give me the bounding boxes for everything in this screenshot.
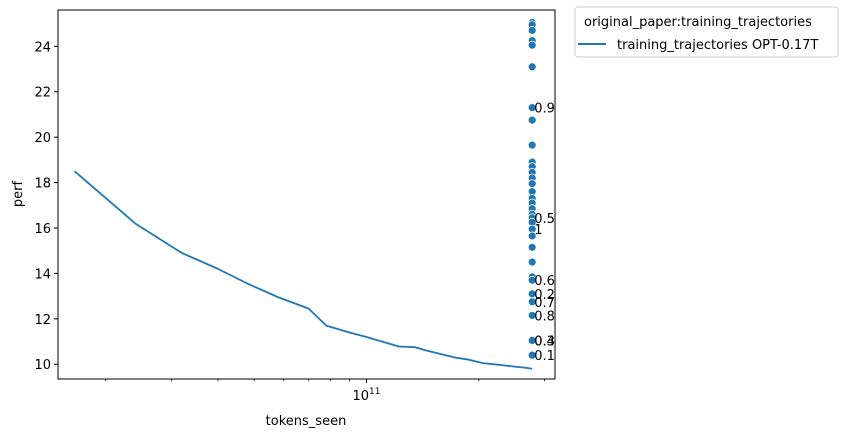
plot-area [58, 10, 555, 379]
annotation-0.5: 0.5 [534, 212, 555, 227]
scatter-point-7 [527, 115, 537, 125]
x-tick-label-exponent: 11 [369, 387, 380, 397]
x-tick-label-base: 10 [353, 389, 370, 404]
scatter-point-22 [527, 231, 537, 241]
series-line-0 [73, 170, 533, 370]
scatter-point-28 [527, 297, 537, 307]
scatter-point-8 [527, 140, 537, 150]
y-tick-label-22: 22 [34, 86, 51, 101]
x-axis-label: tokens_seen [266, 414, 347, 429]
annotation-0.9: 0.9 [534, 102, 555, 117]
annotation-0.1: 0.1 [534, 349, 555, 364]
x-tick-label-0: 1011 [353, 387, 381, 404]
x-axis: 1011 [105, 379, 545, 404]
scatter-point-13 [527, 179, 537, 189]
y-tick-label-12: 12 [34, 313, 51, 328]
y-axis-label: perf [11, 180, 26, 207]
annotation-0.6: 0.6 [534, 274, 555, 289]
y-tick-label-10: 10 [34, 358, 51, 373]
legend-title: original_paper:training_trajectories [584, 15, 812, 30]
line-layer [73, 170, 533, 370]
legend: original_paper:training_trajectories tra… [574, 6, 839, 58]
annotation-0.2: 0.2 [534, 288, 555, 303]
scatter-point-2 [527, 26, 537, 35]
scatter-point-29 [527, 311, 537, 320]
annotation-0.4: 0.4 [534, 334, 555, 349]
y-tick-label-18: 18 [34, 177, 51, 192]
scatter-point-23 [527, 242, 537, 252]
scatter-point-30 [527, 335, 537, 345]
annotation-0.3: 0.3 [534, 334, 555, 349]
scatter-point-6 [527, 103, 537, 113]
annotation-1: 1 [534, 223, 542, 238]
y-tick-label-16: 16 [34, 222, 51, 237]
scatter-point-24 [527, 257, 537, 267]
y-tick-label-14: 14 [34, 267, 51, 282]
y-axis: 10 12 14 16 18 20 22 24 [34, 40, 58, 373]
annotation-0.8: 0.8 [534, 309, 555, 324]
y-tick-label-24: 24 [34, 40, 51, 55]
scatter-point-5 [527, 62, 537, 72]
annotation-layer: 0.9 0.51 0.60.20.70.8 0.40.30.1 [534, 102, 555, 365]
scatter-point-26 [527, 275, 537, 285]
scatter-layer [527, 18, 537, 360]
y-tick-label-20: 20 [34, 131, 51, 146]
plot-frame [57, 9, 556, 380]
legend-entry: training_trajectories OPT-0.17T [617, 38, 818, 53]
scatter-point-4 [527, 40, 537, 50]
annotation-0.7: 0.7 [534, 296, 555, 311]
scatter-point-31 [527, 350, 537, 360]
legend-box [574, 6, 839, 58]
